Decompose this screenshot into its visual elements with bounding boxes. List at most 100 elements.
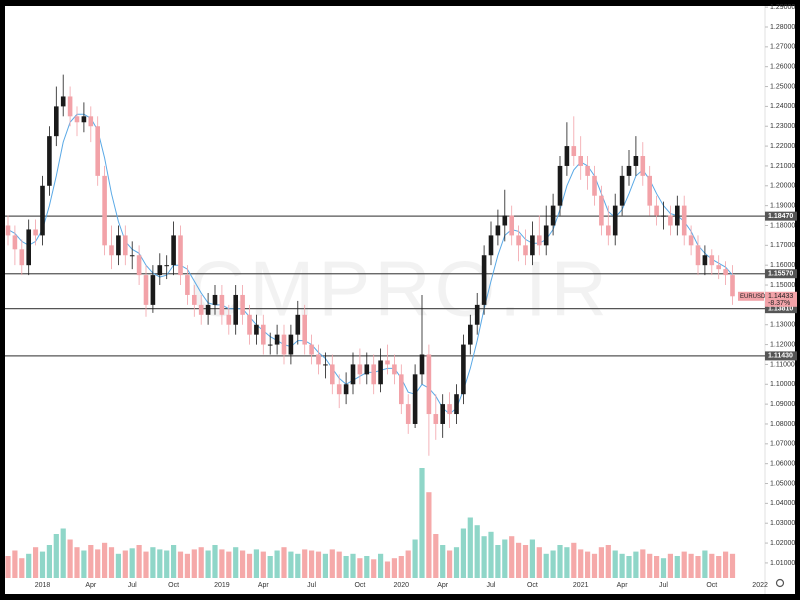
x-tick-label: 2020 xyxy=(394,582,410,589)
x-tick-label: Jul xyxy=(659,582,668,589)
volume-bar xyxy=(219,549,225,578)
candle-body xyxy=(116,235,121,256)
price-change: -8.37% xyxy=(768,300,790,307)
candle-body xyxy=(95,126,100,176)
volume-bar xyxy=(357,558,363,578)
volume-bar xyxy=(226,551,232,578)
candle-body xyxy=(109,245,114,256)
x-tick-label: Jul xyxy=(487,582,496,589)
moving-average xyxy=(7,113,733,415)
volume-bar xyxy=(150,547,156,578)
candle-body xyxy=(330,364,335,385)
y-tick-label: 1.10000 xyxy=(770,381,795,388)
volume-bar xyxy=(191,549,197,578)
volume-bar xyxy=(108,547,115,578)
candle-body xyxy=(468,324,473,345)
volume-bar xyxy=(343,556,349,578)
candle-body xyxy=(392,364,397,375)
volume-bar xyxy=(95,549,101,578)
volume-bar xyxy=(433,534,439,578)
candle-body xyxy=(530,235,535,256)
volume-bar xyxy=(647,553,653,578)
candle-body xyxy=(371,364,376,385)
candle-body xyxy=(192,294,197,305)
candle-body xyxy=(571,146,577,157)
volume-bar xyxy=(481,536,487,578)
candle-body xyxy=(557,165,563,206)
level-tag xyxy=(765,351,797,361)
y-tick-label: 1.01000 xyxy=(770,560,795,567)
candle-body xyxy=(688,235,694,246)
y-tick-label: 1.15000 xyxy=(770,282,795,289)
volume-bar xyxy=(88,545,94,578)
candle-body xyxy=(171,235,176,266)
volume-bar xyxy=(164,550,170,578)
candle-body xyxy=(412,374,418,424)
candle-body xyxy=(378,360,383,385)
candle-body xyxy=(129,255,135,257)
volume-bar xyxy=(474,525,480,578)
volume-bar xyxy=(364,556,370,578)
candle-body xyxy=(640,156,646,176)
y-tick-label: 1.12000 xyxy=(770,341,795,348)
volume-bar xyxy=(74,547,80,578)
volume-bar xyxy=(274,550,280,578)
volume-bar xyxy=(695,556,701,578)
volume-bar xyxy=(102,542,108,578)
y-tick-label: 1.03000 xyxy=(770,520,795,527)
candle-body xyxy=(247,314,252,335)
volume-bar xyxy=(633,551,639,578)
candle-body xyxy=(461,344,466,395)
candle-body xyxy=(26,229,31,266)
volume-bar xyxy=(171,545,177,578)
candle-body xyxy=(288,334,294,355)
volume-bar xyxy=(281,547,287,578)
y-tick-label: 1.19000 xyxy=(770,202,795,209)
volume-bar xyxy=(640,549,646,578)
level-label: 1.18470 xyxy=(768,213,793,220)
volume-bar xyxy=(605,545,611,578)
settings-icon[interactable] xyxy=(775,578,785,588)
candle-body xyxy=(350,364,356,385)
volume-bar xyxy=(447,550,453,578)
candle-body xyxy=(474,304,480,325)
candle-body xyxy=(405,404,411,424)
candle-body xyxy=(226,314,232,325)
y-tick-label: 1.17000 xyxy=(770,242,795,249)
y-tick-label: 1.21000 xyxy=(770,163,795,170)
candle-body xyxy=(309,344,314,355)
candle-body xyxy=(295,314,301,335)
volume-bar xyxy=(529,539,535,578)
volume-bar xyxy=(267,556,273,578)
y-tick-label: 1.07000 xyxy=(770,441,795,448)
candle-body xyxy=(668,215,673,226)
volume-bar xyxy=(729,553,736,578)
volume-bar xyxy=(136,545,142,578)
volume-bar xyxy=(591,553,598,578)
candle-body xyxy=(47,136,52,186)
candle-body xyxy=(633,156,639,166)
candle-body xyxy=(612,205,618,236)
candle-body xyxy=(198,304,204,315)
volume-bar xyxy=(543,553,549,578)
volume-bar xyxy=(654,556,660,578)
volume-bar xyxy=(660,558,667,578)
x-tick-label: 2022 xyxy=(752,582,768,589)
volume-bar xyxy=(26,553,32,578)
candle-body xyxy=(212,294,218,305)
candle-body xyxy=(619,175,625,206)
candle-body xyxy=(675,205,680,226)
volume-bar xyxy=(336,551,342,578)
volume-bar xyxy=(53,534,59,578)
volume-bar xyxy=(571,542,577,578)
volume-bar xyxy=(12,550,18,578)
volume-bar xyxy=(467,517,473,578)
candle-body xyxy=(67,96,73,117)
volume-bar xyxy=(564,547,570,578)
volume-bar xyxy=(240,550,246,578)
candle-body xyxy=(440,404,445,424)
last-price: 1.14433 xyxy=(768,293,793,300)
y-tick-label: 1.20000 xyxy=(770,183,795,190)
volume-bar xyxy=(19,558,25,578)
